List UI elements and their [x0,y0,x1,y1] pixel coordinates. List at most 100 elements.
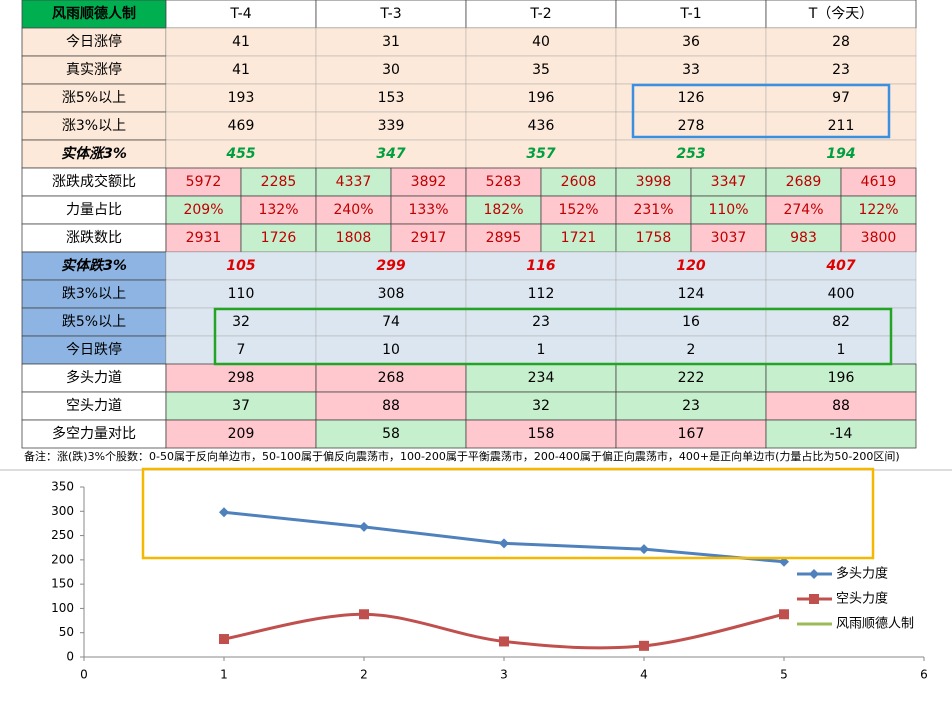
cell-value: 23 [682,398,700,414]
marker [639,640,649,651]
cell [615,251,767,281]
cell-value: 4619 [861,174,897,190]
cell-value: 41 [232,62,250,78]
marker [359,521,369,532]
marker [779,609,789,620]
cell [315,223,392,253]
cell-value: 347 [376,146,405,162]
cell-value: 97 [832,90,850,106]
cell [615,111,767,141]
cell-value: 122% [858,202,898,218]
cell-value: 58 [382,426,400,442]
marker [639,544,649,555]
cell-value: 40 [532,34,550,50]
cell-value: 1721 [561,230,597,246]
cell [615,27,767,57]
cell [465,391,617,421]
cell-value: 3800 [861,230,897,246]
cell [465,363,617,393]
x-tick-label: 1 [220,668,228,682]
legend-label: 风雨顺德人制 [836,617,914,632]
cell-value: 436 [528,118,555,134]
cell-value: 234 [528,370,555,386]
marker [359,609,369,620]
row-label-cell [21,391,167,421]
cell [315,111,467,141]
cell-value: 407 [825,258,855,274]
cell-value: 23 [532,314,550,330]
cell [765,83,917,113]
marker [779,556,789,567]
cell-value: 1 [537,342,546,358]
legend-marker [809,594,819,604]
cell-value: 240% [333,202,373,218]
row-label: 涨跌成交额比 [52,173,136,190]
cell [465,139,617,169]
cell-value: 110 [228,286,255,302]
legend-label: 空头力度 [836,591,888,607]
cell [765,223,842,253]
cell [315,139,467,169]
cell [165,391,317,421]
x-tick-label: 0 [80,668,88,682]
y-tick-label: 300 [51,504,74,518]
cell-value: 1 [837,342,846,358]
cell-value: 28 [832,34,850,50]
row-label-cell [21,111,167,141]
header-text: T-2 [529,6,551,22]
cell [165,167,242,197]
cell [315,307,467,337]
row-label: 真实涨停 [66,61,122,78]
cell-value: 469 [228,118,255,134]
header-text: T-4 [229,6,251,22]
row-label: 空头力道 [66,398,122,414]
cell-value: 112 [528,286,555,302]
cell-value: 120 [676,258,705,274]
row-label: 涨跌数比 [66,230,122,246]
cell-value: 74 [382,314,400,330]
header-cell [765,0,917,29]
cell-value: 133% [408,202,448,218]
row-label: 涨3%以上 [62,118,126,134]
cell-value: 2917 [411,230,447,246]
row-label-cell [21,167,167,197]
cell [165,55,317,85]
cell [615,83,767,113]
row-label: 力量占比 [66,202,122,218]
cell-value: 278 [678,118,705,134]
cell-value: 299 [376,258,405,274]
cell [165,27,317,57]
cell-value: 400 [828,286,855,302]
cell-value: 193 [228,90,255,106]
cell [165,279,317,309]
cell [165,419,317,449]
cell [540,223,617,253]
row-label-cell [21,279,167,309]
cell-value: 2689 [786,174,822,190]
cell-value: 41 [232,34,250,50]
marker [499,538,509,549]
marker [499,636,509,647]
header-cell [165,0,317,29]
highlight-box [631,83,891,139]
cell-value: 33 [682,62,700,78]
cell [615,419,767,449]
cell [690,223,767,253]
y-tick-label: 200 [51,552,74,566]
cell-value: 209 [228,426,255,442]
cell [765,279,917,309]
row-label: 今日跌停 [66,341,122,358]
cell-value: 105 [226,258,255,274]
cell-value: 231% [633,202,673,218]
header-text: T-3 [379,6,401,22]
cell [465,111,617,141]
cell [765,419,917,449]
cell-value: 3037 [711,230,747,246]
cell-value: 116 [526,258,555,274]
row-label-cell [21,55,167,85]
row-label: 今日涨停 [66,33,122,50]
row-label: 涨5%以上 [62,90,126,106]
cell [165,139,317,169]
x-tick-label: 2 [360,668,368,682]
